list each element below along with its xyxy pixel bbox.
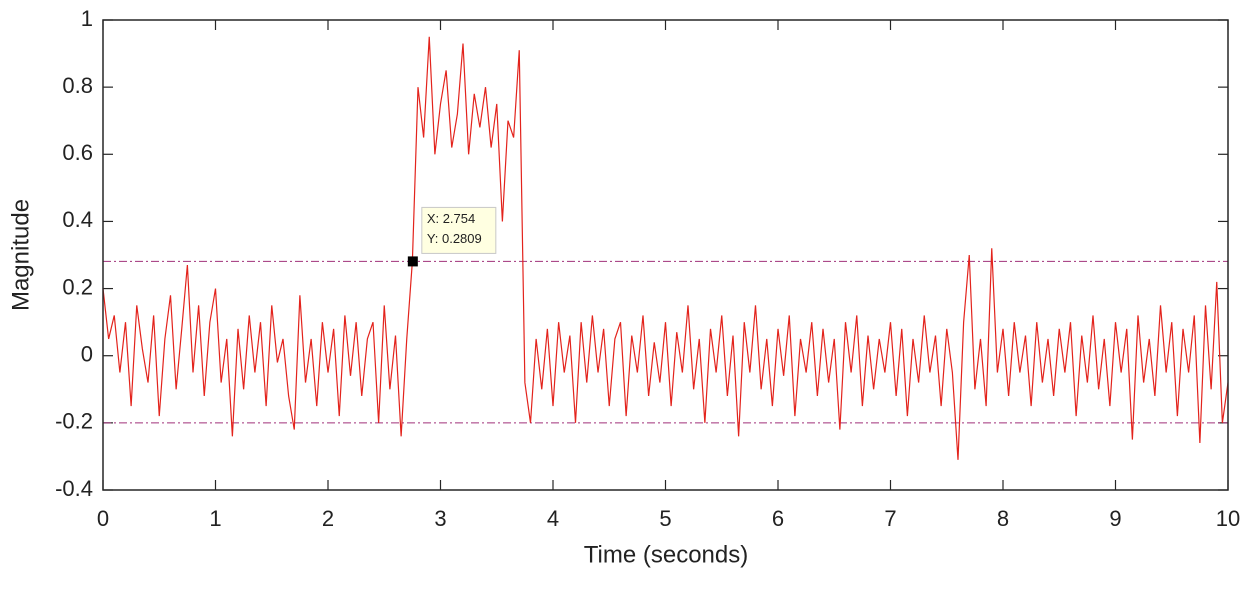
y-tick-label: -0.4 [55,476,93,501]
x-tick-label: 0 [97,506,109,531]
x-tick-label: 2 [322,506,334,531]
x-tick-label: 8 [997,506,1009,531]
x-tick-label: 9 [1109,506,1121,531]
x-tick-label: 3 [434,506,446,531]
y-tick-label: 1 [81,6,93,31]
y-axis-label: Magnitude [7,199,34,311]
signal-line [102,36,1229,460]
datatip-y: Y: 0.2809 [427,231,482,246]
y-tick-label: 0.2 [62,274,93,299]
y-tick-label: 0 [81,342,93,367]
datatip-marker [407,256,418,267]
datatip-box [421,206,497,254]
datatip-x: X: 2.754 [427,211,475,226]
y-tick-label: -0.2 [55,409,93,434]
x-axis-label: Time (seconds) [584,541,748,568]
x-tick-label: 5 [659,506,671,531]
x-tick-label: 10 [1216,506,1240,531]
y-tick-label: 0.8 [62,73,93,98]
x-tick-label: 6 [772,506,784,531]
x-tick-label: 4 [547,506,559,531]
y-tick-label: 0.6 [62,140,93,165]
plot-frame [102,19,1229,491]
y-tick-label: 0.4 [62,207,93,232]
x-tick-label: 1 [209,506,221,531]
x-tick-label: 7 [884,506,896,531]
